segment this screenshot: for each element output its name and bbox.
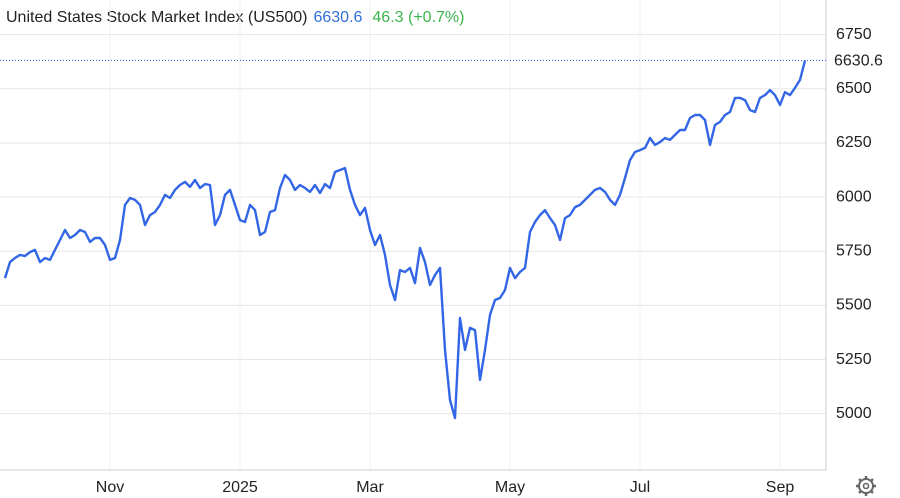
chart-title: United States Stock Market Index (US500)… [6,9,464,26]
last-price-box [828,49,898,72]
title-price: 6630.6 [313,9,362,26]
title-text: United States Stock Market Index (US500) [6,9,307,26]
y-tick-label: 5750 [836,242,872,259]
y-tick-label: 6750 [836,26,872,43]
settings-icon[interactable] [856,476,876,496]
x-tick-label: Jul [630,479,650,496]
last-price-label: 6630.6 [834,53,883,70]
y-tick-label: 5000 [836,405,872,422]
y-tick-label: 6000 [836,188,872,205]
gear-teeth [856,476,876,496]
title-change: 46.3 (+0.7%) [372,9,464,26]
x-tick-label: Nov [96,479,124,496]
price-line [3,60,807,420]
x-tick-label: 2025 [222,479,258,496]
y-tick-label: 5250 [836,351,872,368]
x-tick-label: Mar [356,479,384,496]
y-tick-label: 6500 [836,80,872,97]
gear-ring [858,478,874,494]
gear-hub [862,482,870,490]
y-tick-label: 6250 [836,134,872,151]
x-tick-label: May [495,479,525,496]
y-tick-label: 5500 [836,297,872,314]
x-tick-label: Sep [766,479,795,496]
